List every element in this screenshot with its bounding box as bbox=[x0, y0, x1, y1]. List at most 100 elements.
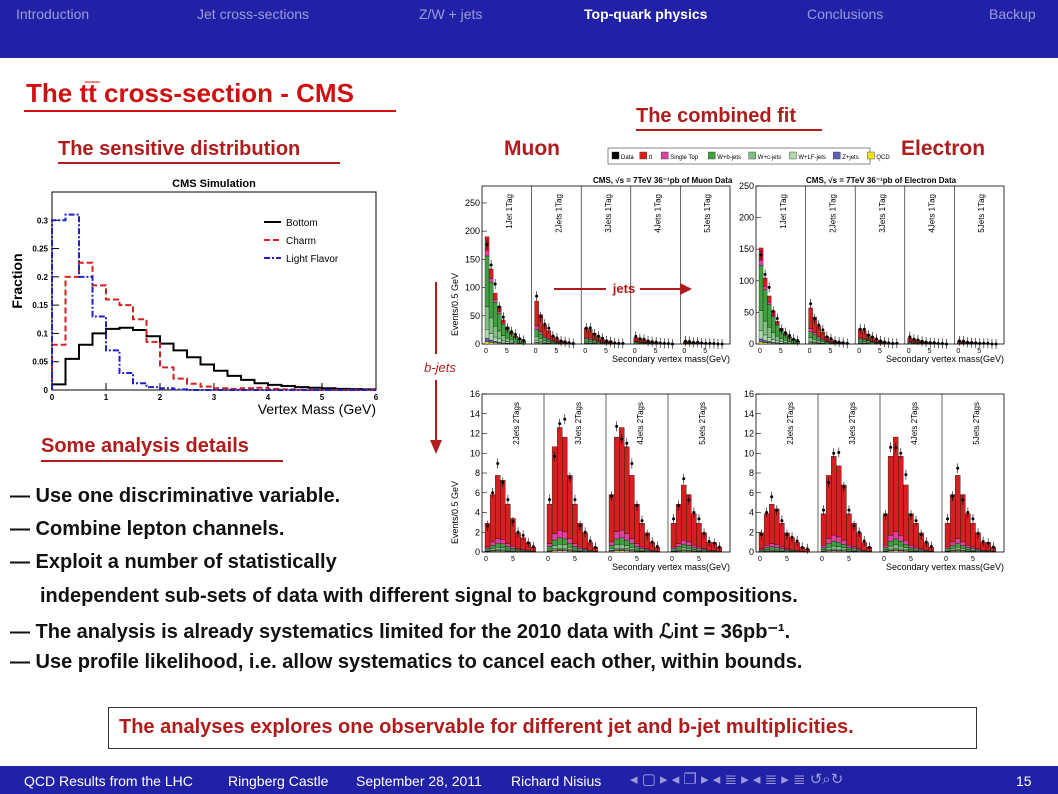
region-label: 2Jets 2Tags bbox=[512, 402, 521, 445]
data-point bbox=[516, 530, 520, 534]
fit-x-tick-label: 5 bbox=[654, 348, 658, 355]
region-label: 3Jets 1Tag bbox=[878, 194, 887, 233]
stacked-bar-segment bbox=[831, 540, 837, 547]
data-point bbox=[666, 342, 670, 346]
stacked-bar-segment bbox=[551, 533, 558, 541]
beamer-navigation-icons[interactable]: ◂ ▢ ▸ ◂ ❐ ▸ ◂ ≣ ▸ ◂ ≣ ▸ ≣ ↺⌕↻ bbox=[630, 771, 844, 788]
stacked-bar-segment bbox=[608, 541, 615, 546]
data-point bbox=[780, 519, 784, 523]
fit-y-tick-label: 250 bbox=[739, 181, 754, 191]
stacked-bar-segment bbox=[492, 292, 498, 300]
legend-entry: Charm bbox=[286, 236, 316, 247]
fit-y-tick-label: 6 bbox=[749, 488, 754, 498]
bullet-combine-lepton: — Combine lepton channels. bbox=[10, 518, 285, 540]
stacked-bar-segment bbox=[851, 548, 857, 551]
nav-zw-jets[interactable]: Z/W + jets bbox=[419, 6, 483, 22]
stacked-bar-segment bbox=[619, 549, 625, 551]
stacked-bar-segment bbox=[893, 538, 899, 546]
data-point bbox=[702, 531, 706, 535]
fit-x-tick-label: 0 bbox=[484, 556, 488, 563]
data-point bbox=[635, 504, 639, 508]
stacked-bar-segment bbox=[903, 484, 909, 541]
fit-x-axis-label: Secondary vertex mass(GeV) bbox=[612, 562, 730, 572]
nav-conclusions[interactable]: Conclusions bbox=[807, 6, 884, 22]
stacked-bar-segment bbox=[955, 475, 961, 539]
data-point bbox=[875, 337, 879, 341]
data-point bbox=[593, 545, 597, 549]
stacked-bar-segment bbox=[970, 523, 976, 548]
stacked-bar-segment bbox=[808, 337, 813, 342]
fit-x-tick-label: 0 bbox=[608, 556, 612, 563]
stacked-bar-segment bbox=[567, 475, 573, 539]
data-point bbox=[809, 302, 813, 306]
x-tick-label: 6 bbox=[374, 393, 379, 402]
stacked-bar-segment bbox=[903, 540, 909, 545]
data-point bbox=[932, 341, 936, 345]
histogram-title: CMS Simulation bbox=[172, 178, 256, 190]
stacked-bar-segment bbox=[492, 336, 498, 342]
fit-y-tick-label: 2 bbox=[749, 527, 754, 537]
jets-annotation: jets bbox=[612, 281, 635, 296]
fit-legend-entry: W+b-jets bbox=[717, 155, 741, 161]
stacked-bar-segment bbox=[858, 341, 863, 344]
stacked-bar-segment bbox=[608, 548, 615, 551]
x-tick-label: 4 bbox=[266, 393, 271, 402]
stacked-bar-segment bbox=[488, 339, 494, 343]
stacked-bar-segment bbox=[624, 550, 630, 553]
fit-x-tick-label: 5 bbox=[977, 348, 981, 355]
stacked-bar-segment bbox=[619, 537, 625, 545]
histogram-series-line bbox=[51, 326, 376, 391]
stacked-bar-segment bbox=[497, 341, 502, 344]
fit-x-tick-label: 5 bbox=[635, 556, 639, 563]
data-point bbox=[501, 480, 505, 484]
fit-x-tick-label: 0 bbox=[546, 556, 550, 563]
nav-backup[interactable]: Backup bbox=[989, 6, 1036, 22]
stacked-bar-segment bbox=[567, 538, 573, 544]
stacked-bar-segment bbox=[572, 543, 578, 547]
fit-y-tick-label: 0 bbox=[475, 339, 480, 349]
nav-top-quark-physics[interactable]: Top-quark physics bbox=[584, 6, 708, 22]
stacked-bar-segment bbox=[681, 547, 687, 551]
stacked-bar-segment bbox=[955, 543, 961, 548]
data-point bbox=[775, 508, 779, 512]
stacked-bar-segment bbox=[696, 523, 702, 548]
data-point bbox=[957, 339, 961, 343]
data-point bbox=[914, 519, 918, 523]
stacked-bar-segment bbox=[949, 545, 956, 549]
bullet-profile-likelihood: — Use profile likelihood, i.e. allow sys… bbox=[10, 651, 803, 673]
stacked-bar-segment bbox=[497, 338, 502, 343]
region-label: 5Jets 2Tags bbox=[698, 402, 707, 445]
data-point bbox=[928, 341, 932, 345]
stacked-bar-segment bbox=[769, 503, 775, 544]
fit-y-tick-label: 14 bbox=[744, 409, 754, 419]
data-point bbox=[924, 540, 928, 544]
stacked-bar-segment bbox=[592, 340, 597, 343]
stacked-bar-segment bbox=[546, 341, 552, 344]
data-point bbox=[642, 337, 646, 341]
data-point bbox=[770, 495, 774, 499]
stacked-bar-segment bbox=[551, 548, 558, 550]
data-point bbox=[986, 341, 990, 345]
fit-legend-swatch bbox=[867, 151, 875, 160]
fit-legend-entry: Single Top bbox=[670, 155, 699, 161]
nav-jet-cross-sections[interactable]: Jet cross-sections bbox=[197, 6, 310, 22]
stacked-bar-segment bbox=[534, 336, 539, 341]
stacked-bar-segment bbox=[546, 338, 552, 340]
footer-venue: Ringberg Castle bbox=[228, 773, 329, 789]
stacked-bar-segment bbox=[970, 546, 976, 549]
data-point bbox=[712, 541, 716, 545]
x-tick-label: 5 bbox=[320, 393, 325, 402]
stacked-bar-segment bbox=[898, 540, 904, 547]
stacked-bar-segment bbox=[775, 325, 780, 337]
stacked-bar-segment bbox=[787, 341, 792, 344]
fit-y-tick-label: 16 bbox=[470, 389, 480, 399]
stacked-bar-segment bbox=[492, 302, 498, 327]
stacked-bar-segment bbox=[944, 546, 951, 549]
data-point bbox=[920, 339, 924, 343]
stacked-bar-segment bbox=[489, 548, 496, 551]
stacked-bar-segment bbox=[836, 536, 842, 543]
stacked-bar-segment bbox=[562, 550, 568, 553]
stacked-bar-segment bbox=[488, 342, 494, 345]
nav-introduction[interactable]: Introduction bbox=[16, 6, 90, 22]
stacked-bar-segment bbox=[613, 531, 620, 540]
